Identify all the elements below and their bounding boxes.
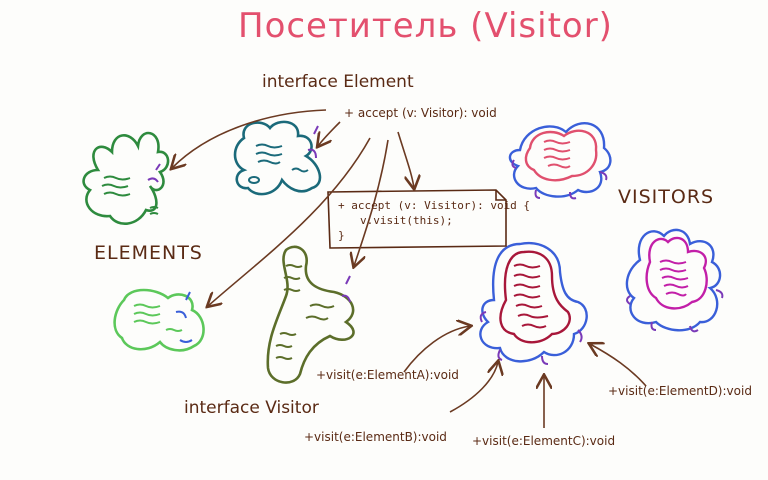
code-note: + accept (v: Visitor): void { v.visit(th… [338,198,530,243]
code-note-box [327,189,507,249]
element-teal-blob [233,120,322,196]
element-green-blob [82,131,170,225]
element-accept-method: + accept (v: Visitor): void [344,106,497,120]
visitor-interface-name: interface Visitor [184,398,319,418]
element-interface-name: interface Element [262,72,414,92]
visitor-pink-blob [508,122,612,200]
visitors-label: VISITORS [618,186,715,208]
element-lightgreen-blob [113,288,205,352]
visit-method-d: +visit(e:ElementD):void [608,384,752,398]
visit-method-c: +visit(e:ElementC):void [472,434,616,448]
element-olive-blob [266,245,355,384]
visitor-crimson-blob [479,241,588,365]
visit-method-a: +visit(e:ElementA):void [316,368,459,382]
code-note-line-2: v.visit(this); [360,214,453,227]
arrows [172,109,647,428]
visit-method-b: +visit(e:ElementB):void [304,430,447,444]
code-note-line-3: } [338,229,345,242]
elements-label: ELEMENTS [94,242,203,264]
visitor-magenta-blob [625,228,724,333]
code-note-line-1: + accept (v: Visitor): void { [338,199,531,212]
diagram-title: Посетитель (Visitor) [238,6,613,46]
